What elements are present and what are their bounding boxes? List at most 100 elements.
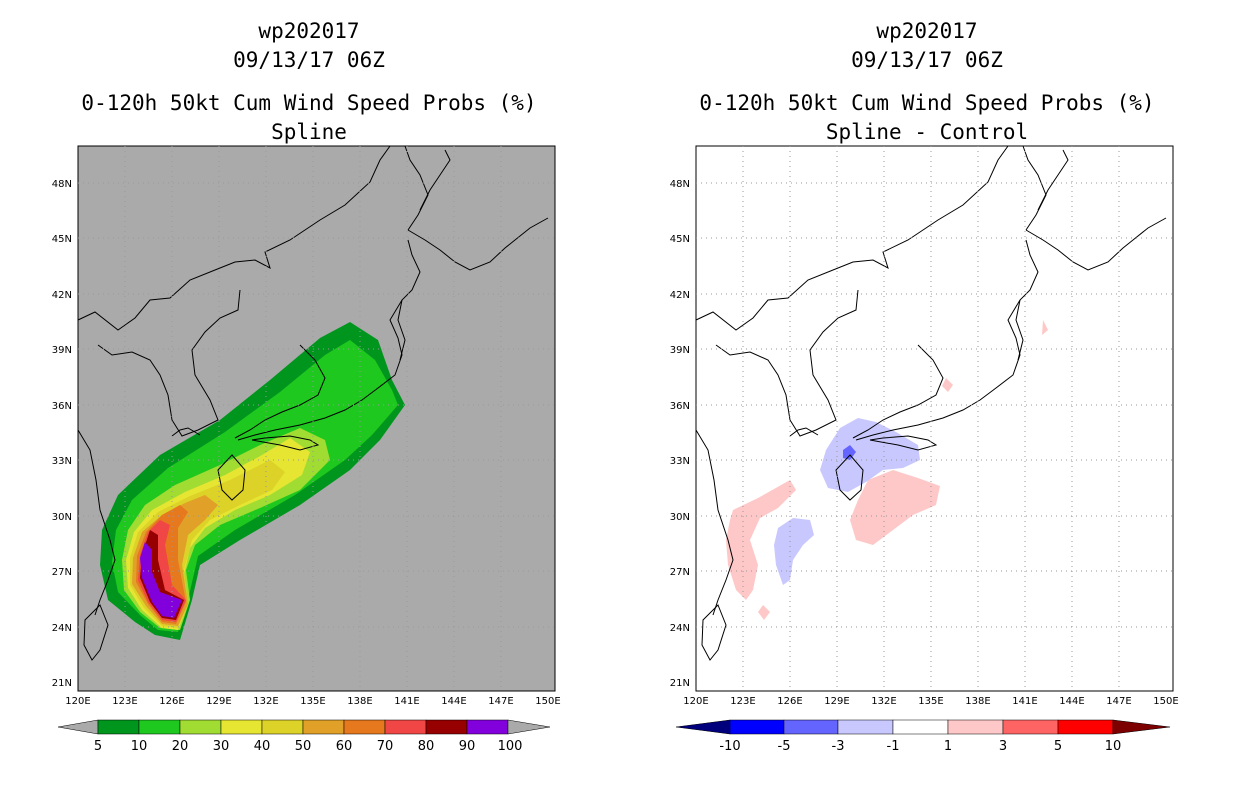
gridlines <box>696 146 1173 691</box>
colorbar-swatch <box>729 719 785 735</box>
product-title: 0-120h 50kt Cum Wind Speed Probs (%) <box>81 91 537 115</box>
diff-negative-1-3 <box>820 418 920 492</box>
lon-label: 129E <box>206 696 231 707</box>
lon-label: 132E <box>253 696 278 707</box>
lon-label: 120E <box>683 696 708 707</box>
lat-label: 30N <box>52 512 72 523</box>
lat-label: 48N <box>670 179 690 190</box>
lon-label: 120E <box>65 696 90 707</box>
diff-positive-1-3 <box>1042 320 1048 335</box>
colorbar-swatch <box>384 719 427 735</box>
colorbar-label: 3 <box>999 739 1007 754</box>
lat-label: 24N <box>670 623 690 634</box>
left-panel: wp202017 09/13/17 06Z 0-120h 50kt Cum Wi… <box>52 19 561 754</box>
lat-label: 33N <box>670 456 690 467</box>
colorbar-swatch <box>97 719 140 735</box>
lon-label: 132E <box>871 696 896 707</box>
colorbar-high-arrow <box>507 719 551 735</box>
colorbar-label: 60 <box>336 739 353 754</box>
lat-label: 42N <box>670 290 690 301</box>
colorbar-swatch <box>783 719 839 735</box>
forecast-datetime: 09/13/17 06Z <box>233 48 385 72</box>
colorbar-swatch <box>1002 719 1059 735</box>
colorbar-label: -1 <box>887 739 900 754</box>
lon-label: 123E <box>112 696 137 707</box>
probability-map: 48N 45N 42N 39N 36N 33N 30N 27N 24N 21N … <box>52 145 561 754</box>
diff-positive-1-3 <box>758 605 770 620</box>
lon-axis-labels: 120E 123E 126E 129E 132E 135E 138E 141E … <box>683 696 1178 707</box>
colorbar-label: 10 <box>1105 739 1122 754</box>
colorbar-label: -3 <box>832 739 845 754</box>
colorbar-swatch <box>1057 719 1114 735</box>
colorbar-low-arrow <box>57 719 99 735</box>
colorbar-swatch <box>343 719 386 735</box>
colorbar-swatch <box>837 719 894 735</box>
lon-label: 123E <box>730 696 755 707</box>
colorbar-label: 5 <box>94 739 102 754</box>
lon-axis-labels: 120E 123E 126E 129E 132E 135E 138E 141E … <box>65 696 560 707</box>
colorbar-label: 50 <box>295 739 312 754</box>
colorbar-label: 100 <box>498 739 523 754</box>
colorbar-label: 5 <box>1054 739 1062 754</box>
lat-label: 33N <box>52 456 72 467</box>
colorbar-labels: 5 10 20 30 40 50 60 70 80 90 100 <box>94 739 523 754</box>
lon-label: 135E <box>918 696 943 707</box>
colorbar-label: -10 <box>719 739 740 754</box>
lon-label: 144E <box>441 696 466 707</box>
lon-label: 129E <box>824 696 849 707</box>
lat-label: 45N <box>52 234 72 245</box>
lon-label: 138E <box>347 696 372 707</box>
lon-label: 138E <box>965 696 990 707</box>
lon-label: 141E <box>1012 696 1037 707</box>
gridlines <box>78 146 555 691</box>
lat-label: 39N <box>52 345 72 356</box>
prob-90 <box>140 542 182 618</box>
lon-label: 144E <box>1059 696 1084 707</box>
colorbar <box>57 719 551 735</box>
lat-label: 21N <box>52 678 72 689</box>
lat-axis-labels: 48N 45N 42N 39N 36N 33N 30N 27N 24N 21N <box>52 179 72 689</box>
lat-label: 39N <box>670 345 690 356</box>
colorbar-high-arrow <box>1112 719 1171 735</box>
lat-label: 36N <box>52 401 72 412</box>
lat-label: 27N <box>670 567 690 578</box>
coastlines <box>695 145 1167 661</box>
lon-label: 141E <box>394 696 419 707</box>
colorbar-label: 20 <box>172 739 189 754</box>
lon-label: 126E <box>777 696 802 707</box>
diff-negative-3-5 <box>843 445 856 460</box>
diff-negative-1-3 <box>774 518 814 585</box>
colorbar-swatch <box>220 719 263 735</box>
colorbar-label: 90 <box>459 739 476 754</box>
colorbar-label: -5 <box>778 739 791 754</box>
colorbar-swatch <box>179 719 222 735</box>
lon-label: 126E <box>159 696 184 707</box>
lat-label: 48N <box>52 179 72 190</box>
lat-axis-labels: 48N 45N 42N 39N 36N 33N 30N 27N 24N 21N <box>670 179 690 689</box>
lon-label: 135E <box>300 696 325 707</box>
colorbar-label: 80 <box>418 739 435 754</box>
colorbar-swatch <box>302 719 345 735</box>
colorbar <box>675 719 1171 735</box>
colorbar-swatch <box>261 719 304 735</box>
difference-fields <box>726 320 1048 620</box>
diff-positive-1-3 <box>726 480 796 600</box>
colorbar-swatch <box>892 719 949 735</box>
lat-label: 30N <box>670 512 690 523</box>
colorbar-low-arrow <box>675 719 731 735</box>
panel-subtitle: Spline <box>271 120 347 144</box>
colorbar-swatch <box>425 719 468 735</box>
lat-label: 21N <box>670 678 690 689</box>
colorbar-swatch <box>138 719 181 735</box>
coastlines <box>77 145 549 661</box>
lat-label: 36N <box>670 401 690 412</box>
lat-label: 27N <box>52 567 72 578</box>
storm-id: wp202017 <box>258 19 360 43</box>
lat-label: 45N <box>670 234 690 245</box>
colorbar-label: 10 <box>131 739 148 754</box>
lon-label: 150E <box>535 696 560 707</box>
panel-subtitle: Spline - Control <box>825 120 1029 144</box>
colorbar-labels: -10 -5 -3 -1 1 3 5 10 <box>719 739 1121 754</box>
colorbar-label: 40 <box>254 739 271 754</box>
lon-label: 150E <box>1153 696 1178 707</box>
